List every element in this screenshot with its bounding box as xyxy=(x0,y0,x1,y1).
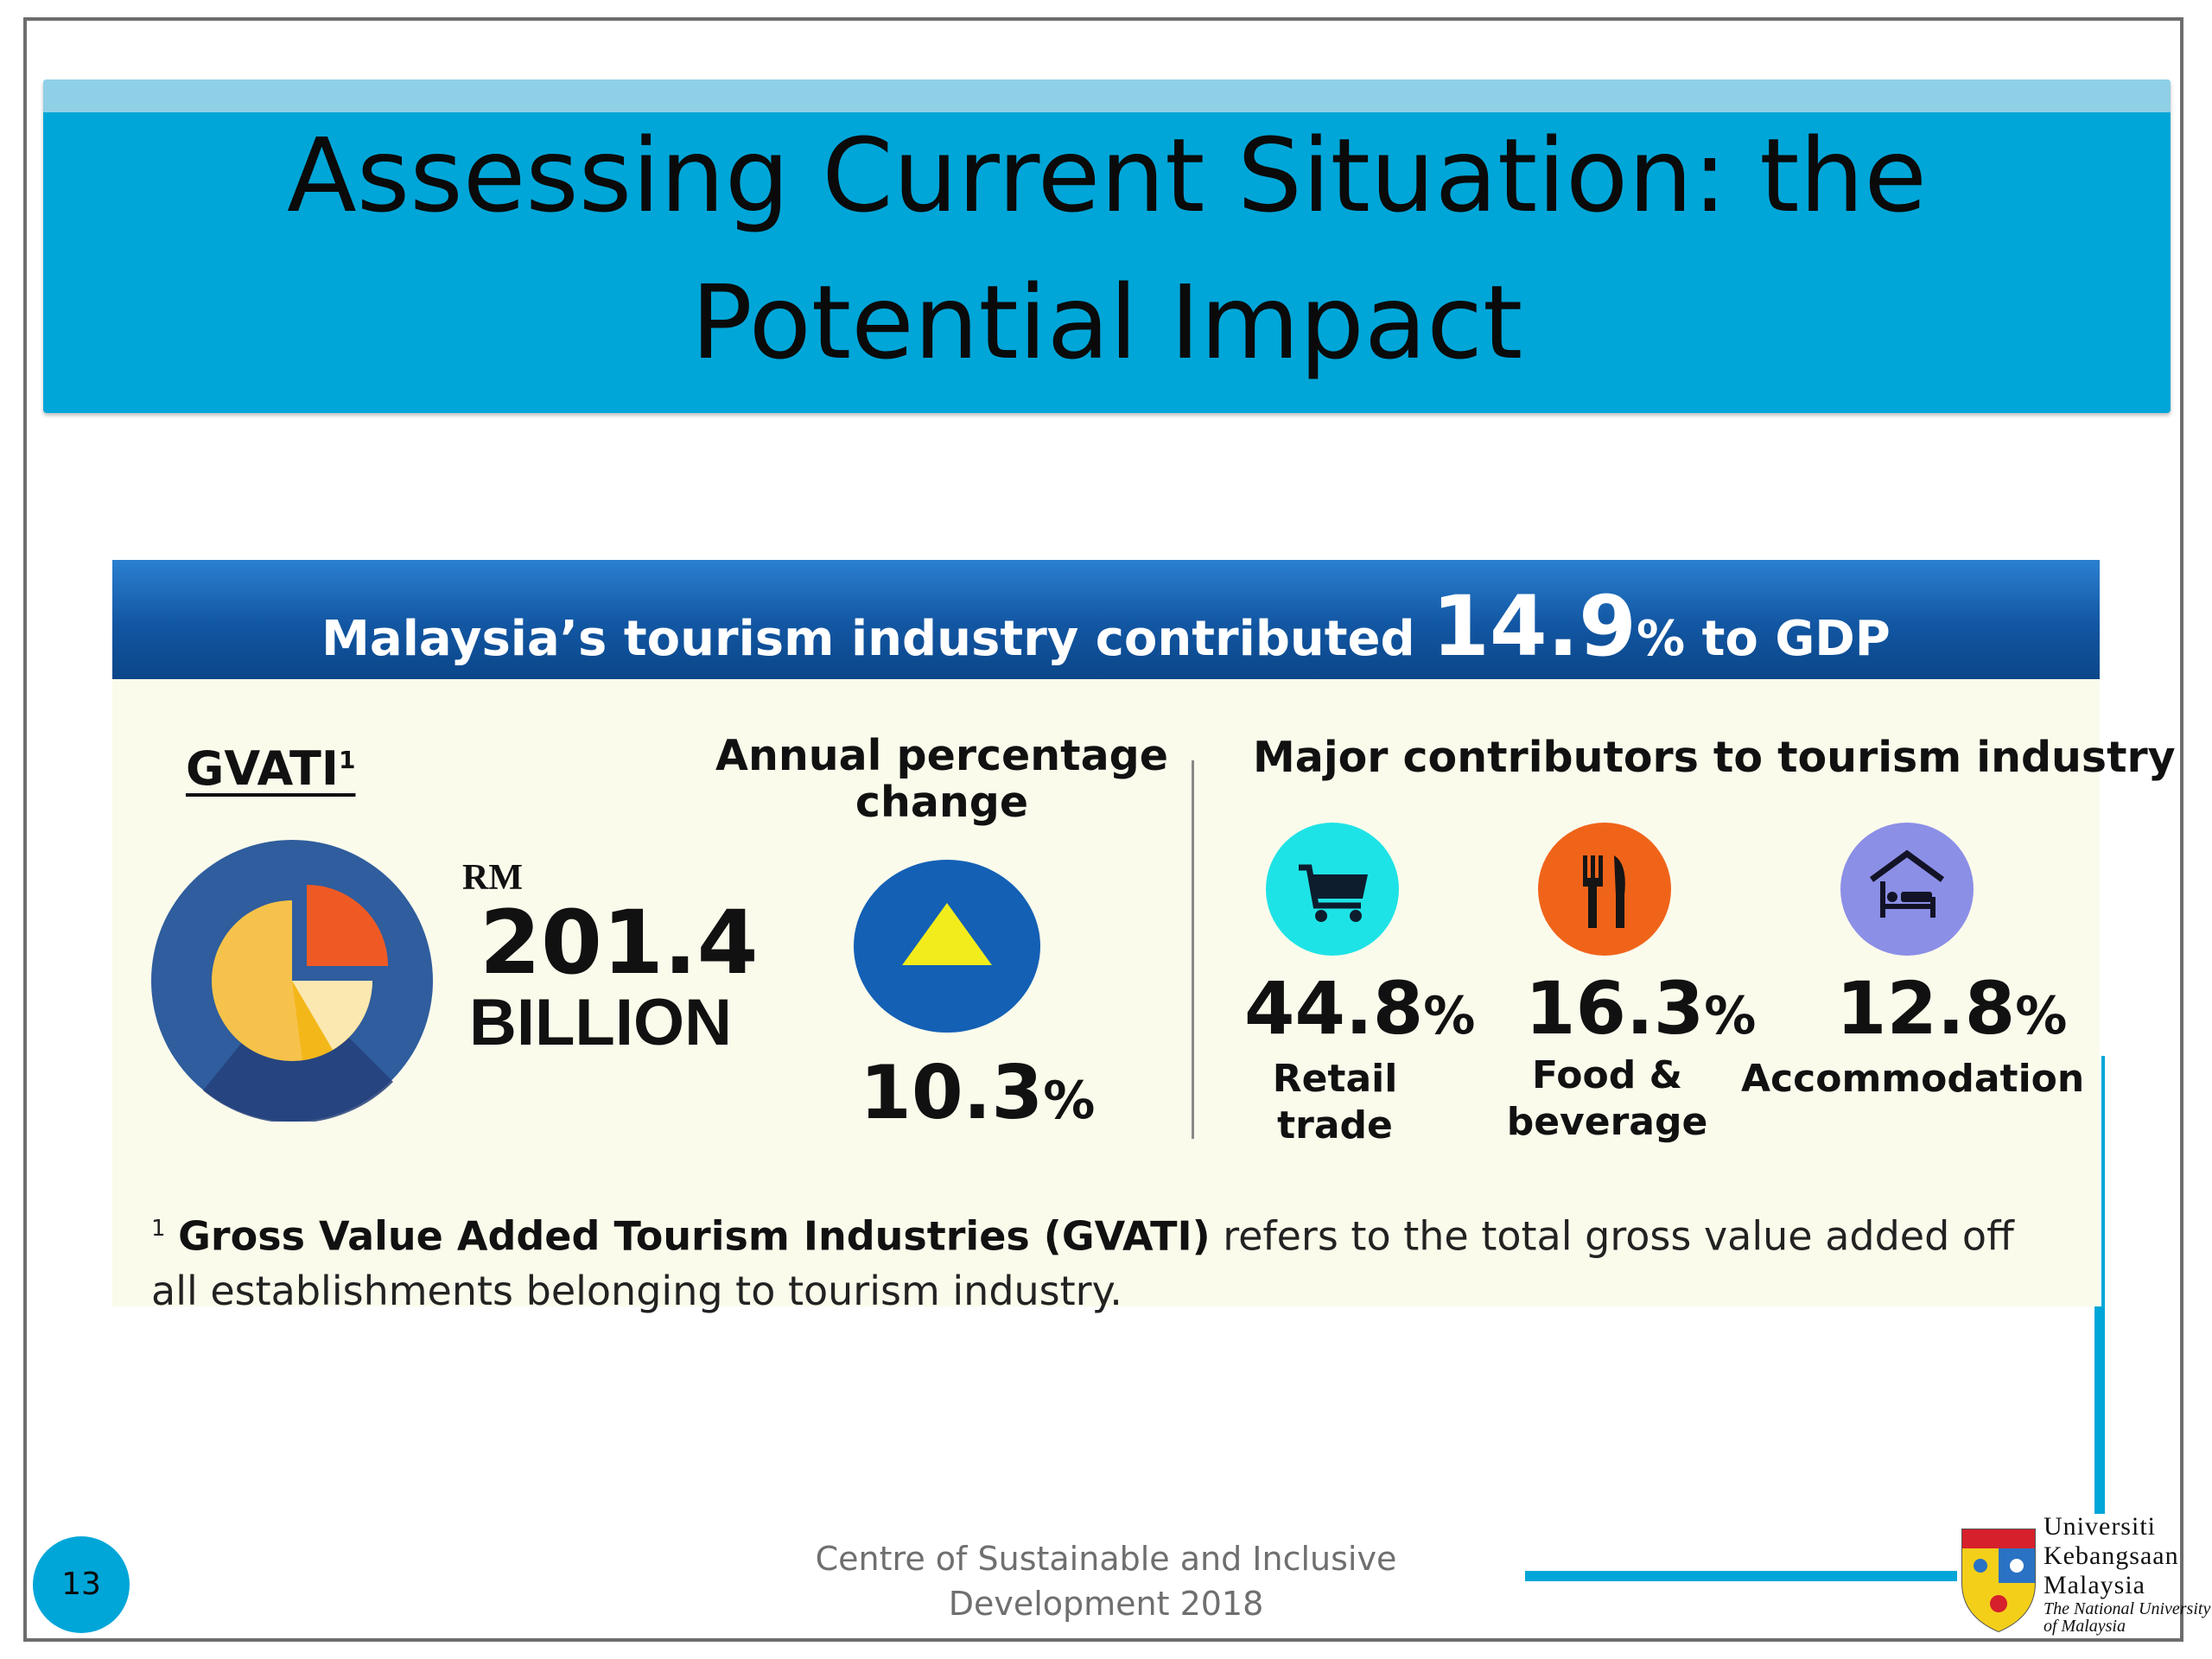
retail-label-line1: Retail xyxy=(1272,1057,1398,1101)
footnote: 1 Gross Value Added Tourism Industries (… xyxy=(151,1201,2069,1319)
annual-change-number: 10.3 xyxy=(860,1050,1044,1136)
university-crest-icon xyxy=(1961,1529,2036,1633)
major-contributors-label: Major contributors to tourism industry xyxy=(1253,733,2176,782)
food-value: 16.3% xyxy=(1525,966,1756,1051)
retail-number: 44.8 xyxy=(1244,966,1424,1051)
accommodation-label: Accommodation xyxy=(1741,1056,2085,1103)
gvati-superscript: 1 xyxy=(338,746,356,774)
gvati-label-text: GVATI xyxy=(186,741,339,796)
footnote-term: Gross Value Added Tourism Industries (GV… xyxy=(178,1212,1211,1260)
footer-line2: Development 2018 xyxy=(948,1585,1264,1623)
food-number: 16.3 xyxy=(1525,966,1705,1051)
fork-knife-icon xyxy=(1538,823,1671,956)
logo-line1: Universiti xyxy=(2044,1512,2156,1541)
food-label: Food & beverage xyxy=(1486,1052,1728,1146)
gvati-value: 201.4 xyxy=(480,892,759,995)
slide-footer: Centre of Sustainable and Inclusive Deve… xyxy=(760,1536,1452,1626)
shopping-cart-icon xyxy=(1266,823,1399,956)
retail-label: Retail trade xyxy=(1218,1056,1452,1149)
food-label-line1: Food & xyxy=(1532,1053,1682,1097)
footer-accent-line xyxy=(1525,1571,1957,1581)
infographic-panel xyxy=(112,560,2100,1306)
headline-suffix: % to GDP xyxy=(1636,611,1891,667)
slide-frame xyxy=(23,17,2183,1642)
footnote-marker: 1 xyxy=(151,1216,166,1242)
logo-line3: Malaysia xyxy=(2044,1571,2145,1599)
footnote-definition: refers to the total gross value added of… xyxy=(151,1212,2014,1315)
logo-line2: Kebangsaan xyxy=(2044,1541,2179,1570)
food-percent: % xyxy=(1704,986,1757,1046)
annual-change-percent: % xyxy=(1043,1071,1096,1131)
university-logo-text: Universiti Kebangsaan Malaysia The Natio… xyxy=(2044,1512,2210,1635)
title-band xyxy=(43,79,2171,413)
retail-value: 44.8% xyxy=(1244,966,1475,1051)
accommodation-number: 12.8 xyxy=(1836,966,2016,1051)
logo-line5: of Malaysia xyxy=(2044,1617,2126,1636)
slide-title: Assessing Current Situation: the Potenti… xyxy=(43,102,2171,396)
headline-prefix: Malaysia’s tourism industry contributed xyxy=(321,611,1433,667)
up-triangle-icon xyxy=(854,860,1040,1033)
food-label-line2: beverage xyxy=(1506,1100,1708,1144)
infographic-headline: Malaysia’s tourism industry contributed … xyxy=(112,570,2100,683)
logo-line4: The National University xyxy=(2044,1599,2211,1618)
accommodation-percent: % xyxy=(2015,986,2068,1046)
section-divider xyxy=(1192,760,1194,1139)
infographic-header xyxy=(112,560,2100,679)
slide-title-line2: Potential Impact xyxy=(690,263,1523,382)
headline-value: 14.9 xyxy=(1432,578,1637,675)
pie-chart-icon xyxy=(151,840,433,1122)
accommodation-label-line1: Accommodation xyxy=(1741,1057,2085,1101)
annual-change-value: 10.3% xyxy=(860,1050,1095,1136)
retail-label-line2: trade xyxy=(1277,1103,1393,1147)
vertical-accent-line xyxy=(2094,1306,2105,1514)
annual-change-label: Annual percentage change xyxy=(715,731,1168,827)
title-band-highlight xyxy=(43,79,2171,112)
accommodation-value: 12.8% xyxy=(1836,966,2067,1051)
retail-percent: % xyxy=(1423,986,1476,1046)
slide-title-line1: Assessing Current Situation: the xyxy=(287,116,1927,235)
gvati-label: GVATI1 xyxy=(186,741,355,796)
bed-house-icon xyxy=(1840,823,1974,956)
gvati-unit: BILLION xyxy=(469,986,732,1059)
currency-label: RM xyxy=(462,858,523,898)
page-number-badge: 13 xyxy=(33,1536,130,1633)
footer-line1: Centre of Sustainable and Inclusive xyxy=(815,1540,1397,1578)
vertical-accent-line-thin xyxy=(2101,1056,2105,1306)
